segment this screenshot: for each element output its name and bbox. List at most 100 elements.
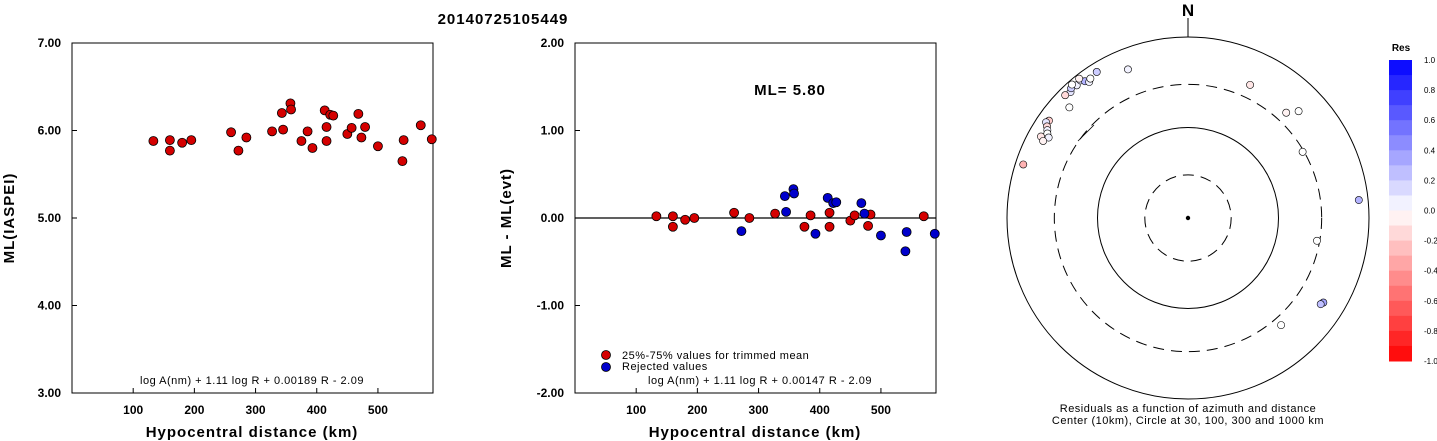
data-point	[164, 145, 175, 156]
data-point	[267, 126, 277, 137]
colorbar-label: -0.6	[1424, 297, 1437, 306]
ring-300km	[1053, 83, 1323, 353]
data-point	[929, 228, 940, 239]
y-axis-label: ML - ML(evt)	[498, 168, 515, 268]
formula-label: log A(nm) + 1.11 log R + 0.00147 R - 2.0…	[648, 375, 872, 387]
station-marker	[1075, 74, 1084, 83]
colorbar-cell	[1389, 60, 1412, 76]
data-point	[856, 198, 867, 209]
data-point	[177, 137, 188, 148]
colorbar-label: -0.8	[1424, 327, 1437, 336]
ml-annotation: ML= 5.80	[754, 82, 826, 99]
y-tick-label: 5.00	[38, 211, 62, 225]
data-point	[651, 211, 662, 222]
colorbar-title: Res	[1392, 43, 1411, 54]
data-point	[667, 221, 678, 232]
north-label: N	[1182, 1, 1194, 20]
data-point	[353, 108, 364, 119]
distance-rings	[1006, 36, 1370, 400]
data-point	[900, 246, 911, 257]
data-point	[276, 108, 287, 118]
data-point	[689, 213, 700, 223]
x-tick-label: 300	[749, 403, 769, 417]
data-point	[360, 122, 370, 132]
colorbar-label: 0.0	[1424, 207, 1436, 216]
colorbar-cell	[1389, 180, 1412, 196]
colorbar-cell	[1389, 135, 1412, 151]
data-point	[356, 132, 367, 143]
residual-colorbar: Res 1.0 0.8 0.6 0.4 0.2 0.0 -0.2 -0.4 -0.6 -0.8 -1…	[1389, 43, 1437, 366]
data-point	[799, 221, 810, 232]
station-markers	[1019, 65, 1363, 330]
y-tick-label: -2.00	[537, 386, 565, 400]
x-axis-label: Hypocentral distance (km)	[649, 424, 862, 441]
colorbar-cell	[1389, 300, 1412, 317]
data-point	[233, 145, 244, 156]
ring-100km	[1097, 127, 1279, 309]
colorbar-label: 0.8	[1424, 86, 1436, 95]
legend-marker-trimmed-mean	[601, 350, 611, 360]
data-points	[148, 98, 437, 167]
x-tick-label: 200	[687, 403, 707, 417]
residual-vs-distance-panel: ML - ML(evt) Hypocentral distance (km) M…	[498, 36, 940, 441]
data-point	[863, 220, 873, 231]
x-tick-label: 100	[626, 403, 646, 417]
station-marker	[1316, 300, 1325, 309]
data-point	[876, 230, 886, 241]
colorbar-label: 0.6	[1424, 116, 1436, 125]
data-point	[186, 135, 197, 146]
station-marker	[1061, 91, 1070, 100]
legend: 25%-75% values for trimmed mean Rejected…	[601, 350, 809, 373]
axis-ticks: 100 200 300 400 500 -2.00 -1.00 0.00 1.00 2.00	[537, 36, 892, 417]
data-point	[397, 156, 408, 167]
data-point	[824, 207, 835, 218]
station-marker	[1065, 103, 1074, 112]
station-marker	[1354, 196, 1363, 204]
x-tick-label: 400	[307, 403, 327, 417]
x-tick-label: 300	[246, 403, 266, 417]
x-axis-label: Hypocentral distance (km)	[146, 424, 359, 441]
y-tick-label: 4.00	[38, 299, 62, 313]
colorbar-label: 1.0	[1424, 56, 1436, 65]
data-point	[302, 126, 313, 137]
x-tick-label: 100	[123, 403, 143, 417]
y-tick-label: 0.00	[541, 211, 565, 225]
epicenter-dot	[1185, 215, 1191, 221]
colorbar-cell	[1389, 285, 1412, 302]
caption-line-1: Residuals as a function of azimuth and d…	[1060, 403, 1316, 415]
colorbar-cell	[1389, 240, 1412, 257]
colorbar-cell	[1389, 120, 1412, 136]
plot-frame	[71, 42, 434, 394]
station-marker	[1039, 137, 1048, 145]
data-point	[373, 141, 383, 152]
data-point	[296, 136, 307, 146]
y-tick-label: 2.00	[541, 36, 565, 50]
colorbar-cell	[1389, 90, 1412, 106]
data-point	[426, 134, 437, 145]
colorbar-label: -1.0	[1424, 357, 1437, 366]
y-tick-label: 3.00	[38, 386, 62, 400]
colorbar-label: -0.4	[1424, 267, 1437, 276]
legend-marker-rejected	[601, 362, 611, 372]
colorbar-cell	[1389, 210, 1412, 227]
station-marker	[1282, 108, 1291, 117]
colorbar-cell	[1389, 225, 1412, 242]
data-point	[729, 207, 739, 218]
station-marker	[1298, 147, 1307, 156]
ring-1000km	[1006, 36, 1370, 400]
data-point	[321, 136, 332, 146]
station-marker	[1246, 80, 1254, 89]
data-point	[770, 208, 780, 219]
y-tick-label: 1.00	[541, 124, 565, 138]
colorbar-cell	[1389, 150, 1412, 166]
x-tick-label: 500	[871, 403, 891, 417]
data-point	[307, 143, 318, 153]
y-tick-label: 7.00	[38, 36, 62, 50]
data-point	[789, 188, 799, 199]
y-tick-label: 6.00	[38, 124, 62, 138]
data-point	[667, 211, 678, 222]
axis-ticks: 100 200 300 400 500 3.00 4.00 5.00 6.00 7.00	[38, 36, 389, 417]
y-tick-label: -1.00	[537, 299, 565, 313]
station-marker	[1044, 133, 1053, 142]
